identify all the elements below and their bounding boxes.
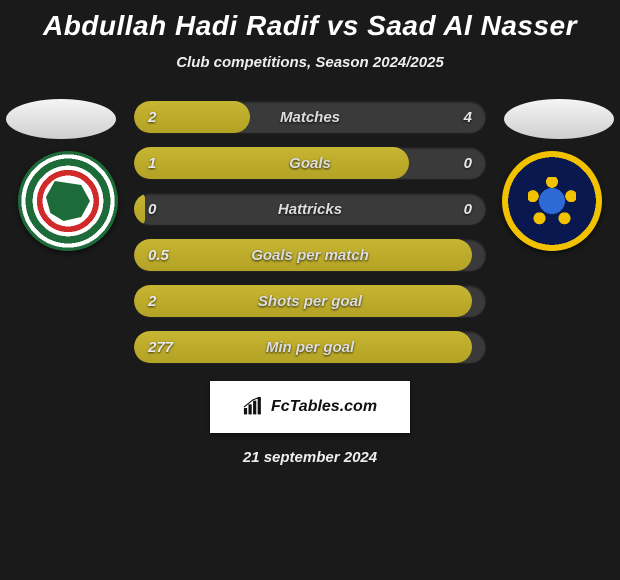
metric-label: Goals [134, 147, 486, 179]
metric-label: Matches [134, 101, 486, 133]
subtitle: Club competitions, Season 2024/2025 [0, 54, 620, 71]
flag-left [6, 99, 116, 139]
metric-bar: 2Matches4 [134, 101, 486, 133]
date-label: 21 september 2024 [0, 449, 620, 466]
flag-right [504, 99, 614, 139]
metric-label: Shots per goal [134, 285, 486, 317]
metric-value-right: 0 [464, 193, 472, 225]
club-badge-right [502, 151, 602, 251]
branding-text: FcTables.com [271, 398, 377, 416]
metric-bar: 0.5Goals per match [134, 239, 486, 271]
metric-bar: 2Shots per goal [134, 285, 486, 317]
comparison-content: 2Matches41Goals00Hattricks00.5Goals per … [0, 99, 620, 363]
metric-label: Goals per match [134, 239, 486, 271]
metric-bar: 0Hattricks0 [134, 193, 486, 225]
metric-bars: 2Matches41Goals00Hattricks00.5Goals per … [134, 99, 486, 363]
metric-label: Min per goal [134, 331, 486, 363]
metric-bar: 1Goals0 [134, 147, 486, 179]
club-badge-left [18, 151, 118, 251]
metric-value-right: 0 [464, 147, 472, 179]
metric-label: Hattricks [134, 193, 486, 225]
branding-icon [243, 397, 265, 417]
branding-plate: FcTables.com [210, 381, 410, 433]
page-title: Abdullah Hadi Radif vs Saad Al Nasser [0, 0, 620, 42]
metric-bar: 277Min per goal [134, 331, 486, 363]
metric-value-right: 4 [464, 101, 472, 133]
